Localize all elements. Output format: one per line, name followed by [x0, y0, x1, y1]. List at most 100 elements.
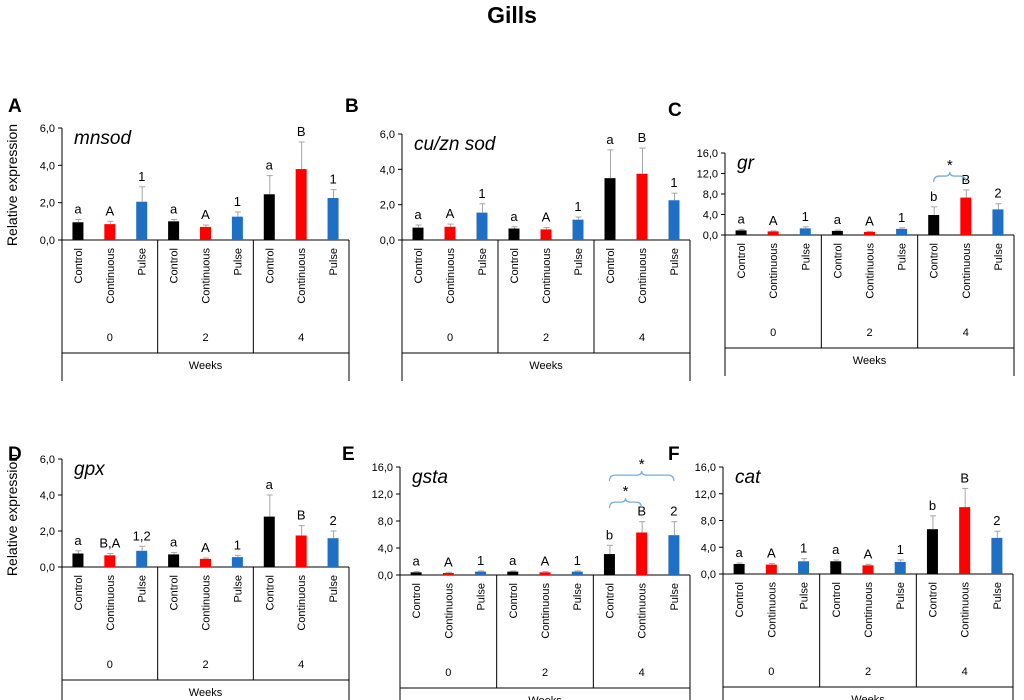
- y-tick-label: 4,0: [380, 164, 395, 176]
- significance-bracket: [933, 172, 967, 183]
- condition-label: Control: [169, 248, 181, 283]
- condition-label: Pulse: [477, 248, 489, 276]
- bar: [926, 529, 938, 574]
- x-axis-label: Weeks: [529, 360, 563, 372]
- bar: [104, 224, 116, 240]
- y-tick-label: 4,0: [378, 543, 393, 555]
- panel-title-F: cat: [735, 467, 761, 488]
- significance-label: 1: [234, 537, 241, 552]
- y-tick-label: 6,0: [40, 123, 55, 135]
- y-tick-label: 4,0: [40, 160, 55, 172]
- condition-label: Pulse: [328, 248, 340, 276]
- significance-label: a: [266, 158, 274, 173]
- condition-label: Pulse: [799, 582, 811, 610]
- condition-label: Control: [169, 575, 181, 610]
- condition-label: Continuous: [865, 243, 877, 299]
- group-label: 0: [768, 666, 774, 678]
- y-tick-label: 16,0: [697, 148, 718, 160]
- bar: [263, 194, 275, 240]
- bar: [200, 558, 211, 567]
- condition-label: Control: [605, 248, 617, 283]
- y-tick-label: 0,0: [40, 235, 55, 247]
- bar: [830, 561, 842, 574]
- bar: [572, 219, 584, 240]
- bar: [960, 197, 972, 235]
- bar: [168, 221, 180, 240]
- bar: [412, 227, 424, 240]
- y-tick-label: 4,0: [703, 210, 718, 222]
- group-label: 0: [447, 332, 453, 344]
- significance-label: 2: [329, 513, 336, 528]
- significance-label: A: [542, 210, 551, 225]
- significance-label: B,A: [99, 536, 120, 551]
- group-label: 0: [770, 327, 776, 339]
- group-label: 0: [107, 332, 113, 344]
- condition-label: Pulse: [992, 582, 1004, 610]
- bar: [295, 169, 307, 240]
- bar: [72, 553, 84, 567]
- significance-label: 1: [802, 209, 809, 224]
- significance-label: A: [769, 213, 778, 228]
- significance-label: A: [541, 554, 550, 569]
- bar: [168, 554, 180, 567]
- group-label: 2: [866, 327, 872, 339]
- bar: [295, 535, 307, 567]
- significance-label: 1: [574, 199, 581, 214]
- y-tick-label: 12,0: [695, 489, 716, 501]
- significance-label: a: [510, 209, 518, 224]
- bar: [604, 178, 616, 240]
- significance-label: B: [297, 508, 306, 523]
- condition-label: Control: [927, 582, 939, 617]
- significance-label: b: [606, 527, 613, 542]
- bar: [896, 228, 908, 235]
- significance-bracket: [608, 498, 643, 509]
- condition-label: Pulse: [572, 583, 584, 611]
- significance-label: A: [105, 203, 114, 218]
- condition-label: Control: [264, 248, 276, 283]
- bar: [327, 538, 339, 567]
- y-tick-label: 16,0: [695, 462, 716, 474]
- significance-label: a: [834, 212, 842, 227]
- panel-letter-A: A: [8, 96, 22, 117]
- panel-letter-C: C: [668, 100, 682, 121]
- condition-label: Continuous: [296, 575, 308, 631]
- significance-label: a: [412, 554, 420, 569]
- bar: [231, 216, 243, 240]
- group-label: 4: [639, 667, 645, 679]
- x-axis-label: Weeks: [853, 355, 887, 367]
- bar: [959, 507, 971, 574]
- group-label: 2: [543, 332, 549, 344]
- significance-label: 2: [993, 513, 1000, 528]
- y-tick-label: 0,0: [380, 235, 395, 247]
- bar: [508, 228, 520, 240]
- y-tick-label: 8,0: [701, 516, 716, 528]
- condition-label: Control: [929, 243, 941, 278]
- bar: [475, 571, 487, 575]
- significance-label: B: [638, 130, 647, 145]
- condition-label: Pulse: [573, 248, 585, 276]
- condition-label: Pulse: [993, 243, 1005, 271]
- bar: [767, 231, 779, 235]
- group-label: 2: [202, 332, 208, 344]
- y-tick-label: 4,0: [40, 490, 55, 502]
- condition-label: Control: [832, 243, 844, 278]
- significance-label: 1: [138, 169, 145, 184]
- bar: [603, 554, 615, 575]
- group-label: 4: [298, 332, 304, 344]
- condition-label: Pulse: [232, 248, 244, 276]
- condition-label: Continuous: [201, 248, 213, 304]
- significance-label: B: [297, 124, 306, 139]
- panel-B: Bcu/zn sod 0,0 2,0 4,0 6,0 Weeks 0 a Control A Con…: [345, 96, 691, 381]
- condition-label: Control: [411, 583, 423, 618]
- bar: [799, 228, 811, 235]
- condition-label: Pulse: [669, 248, 681, 276]
- bar: [992, 209, 1004, 235]
- bar: [72, 222, 84, 240]
- bar: [263, 516, 275, 567]
- bar: [798, 561, 810, 574]
- significance-bracket: [608, 471, 675, 482]
- bar: [410, 572, 422, 575]
